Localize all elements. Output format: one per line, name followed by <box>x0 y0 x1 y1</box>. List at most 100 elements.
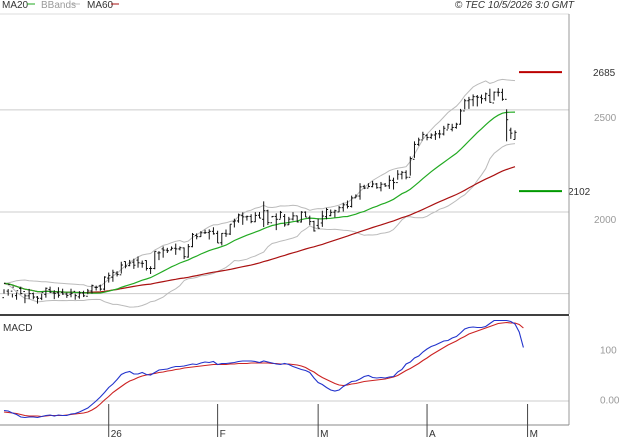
ohlc-bar <box>463 98 467 112</box>
copyright-label: © TEC 10/5/2026 3:0 GMT <box>455 0 575 11</box>
ohlc-bar <box>295 215 299 223</box>
ohlc-bar <box>2 282 6 299</box>
bollinger-bands <box>3 78 516 308</box>
ohlc-bar <box>458 108 463 125</box>
ohlc-bar <box>48 286 52 293</box>
macd-panel: MACD 100 0.00 <box>0 316 620 425</box>
ohlc-bar <box>27 288 31 300</box>
macd-y-tick-label: 100 <box>600 346 617 357</box>
ohlc-bar <box>438 129 442 139</box>
moving-averages <box>3 111 516 294</box>
ohlc-bar <box>479 94 484 104</box>
ohlc-bar <box>207 229 211 240</box>
ohlc-bar <box>291 212 295 221</box>
ohlc-bar <box>270 215 274 224</box>
ohlc-bar <box>505 98 509 142</box>
ohlc-bar <box>190 232 195 248</box>
ohlc-bar <box>320 210 324 227</box>
ohlc-bar <box>224 229 228 237</box>
ohlc-bar <box>245 215 249 221</box>
target-low-label: 2102 <box>568 187 591 198</box>
ohlc-bar <box>249 214 253 224</box>
ohlc-bar <box>69 288 73 298</box>
ohlc-bar <box>220 232 224 246</box>
ohlc-bar <box>195 233 199 240</box>
ohlc-bar <box>417 137 421 146</box>
ohlc-bar <box>148 266 153 274</box>
ohlc-bar <box>236 213 241 223</box>
ohlc-bar <box>362 184 366 190</box>
ohlc-bar <box>161 246 165 258</box>
price-targets: 2685 2102 <box>519 68 616 198</box>
price-axis-labels: 2500 2000 <box>594 113 617 226</box>
ohlc-bar <box>391 177 396 190</box>
ohlc-bar <box>132 258 136 269</box>
ohlc-bar <box>370 180 375 188</box>
ohlc-bar <box>500 88 505 101</box>
target-high-label: 2685 <box>593 68 616 79</box>
ohlc-bar <box>111 269 115 282</box>
ohlc-bar <box>446 123 450 131</box>
ohlc-bar <box>375 182 379 189</box>
ohlc-bar <box>216 230 220 244</box>
ohlc-bar <box>262 201 266 228</box>
x-tick-label: F <box>220 429 226 440</box>
ohlc-bar <box>475 95 479 107</box>
price-grid <box>0 109 569 295</box>
ohlc-bar <box>153 250 157 270</box>
ohlc-bar <box>287 216 291 226</box>
macd-signal-line <box>3 321 524 418</box>
ohlc-bar <box>86 288 90 297</box>
ohlc-bar <box>10 286 14 298</box>
ohlc-bar <box>366 183 371 189</box>
ohlc-bar <box>115 271 119 277</box>
ohlc-bar <box>396 170 400 184</box>
macd-line <box>3 319 524 419</box>
ohlc-bar <box>144 260 149 271</box>
ohlc-bar <box>6 283 10 296</box>
ohlc-bar <box>94 285 98 291</box>
ohlc-bar <box>299 211 303 223</box>
ohlc-bar <box>31 292 35 300</box>
ohlc-bar <box>257 211 262 219</box>
ohlc-bar <box>56 287 61 298</box>
macd-axis-labels: 100 0.00 <box>600 346 620 407</box>
ohlc-bar <box>278 210 283 220</box>
price-y-tick-label: 2000 <box>594 215 617 226</box>
ohlc-bar <box>128 259 132 267</box>
ohlc-bar <box>454 122 458 129</box>
price-panel: 2685 2102 2500 2000 <box>0 13 617 314</box>
ohlc-bar <box>14 290 19 300</box>
ohlc-bar <box>98 284 102 291</box>
ohlc-bar <box>316 218 320 229</box>
ohlc-bar <box>425 134 429 141</box>
ma20-line <box>3 111 516 294</box>
ohlc-bar <box>467 96 471 109</box>
ohlc-bar <box>400 170 404 180</box>
ohlc-bar <box>308 215 312 226</box>
ohlc-bar <box>228 223 232 236</box>
ohlc-bar <box>19 286 23 295</box>
ohlc-bar <box>77 291 81 299</box>
ohlc-bar <box>383 182 387 187</box>
ohlc-bar <box>387 175 391 189</box>
ohlc-bar <box>354 194 358 199</box>
ohlc-bar <box>283 214 287 227</box>
ohlc-bar <box>44 287 48 298</box>
ohlc-bar <box>358 183 362 200</box>
legend-ma60-label: MA60 <box>87 0 114 11</box>
ohlc-bar <box>429 133 433 139</box>
x-axis: 26 F M A M <box>0 404 569 440</box>
ohlc-bar <box>107 272 111 283</box>
ohlc-bar <box>211 227 216 235</box>
ohlc-bar <box>157 251 161 261</box>
ohlc-bar <box>65 292 69 298</box>
ohlc-bar <box>182 247 186 260</box>
ohlc-bar <box>266 209 270 226</box>
macd-y-tick-label: 0.00 <box>600 396 620 407</box>
ohlc-bar <box>199 231 203 238</box>
ohlc-bar <box>513 130 517 141</box>
ohlc-bar <box>412 141 417 160</box>
ohlc-bar <box>178 246 182 251</box>
